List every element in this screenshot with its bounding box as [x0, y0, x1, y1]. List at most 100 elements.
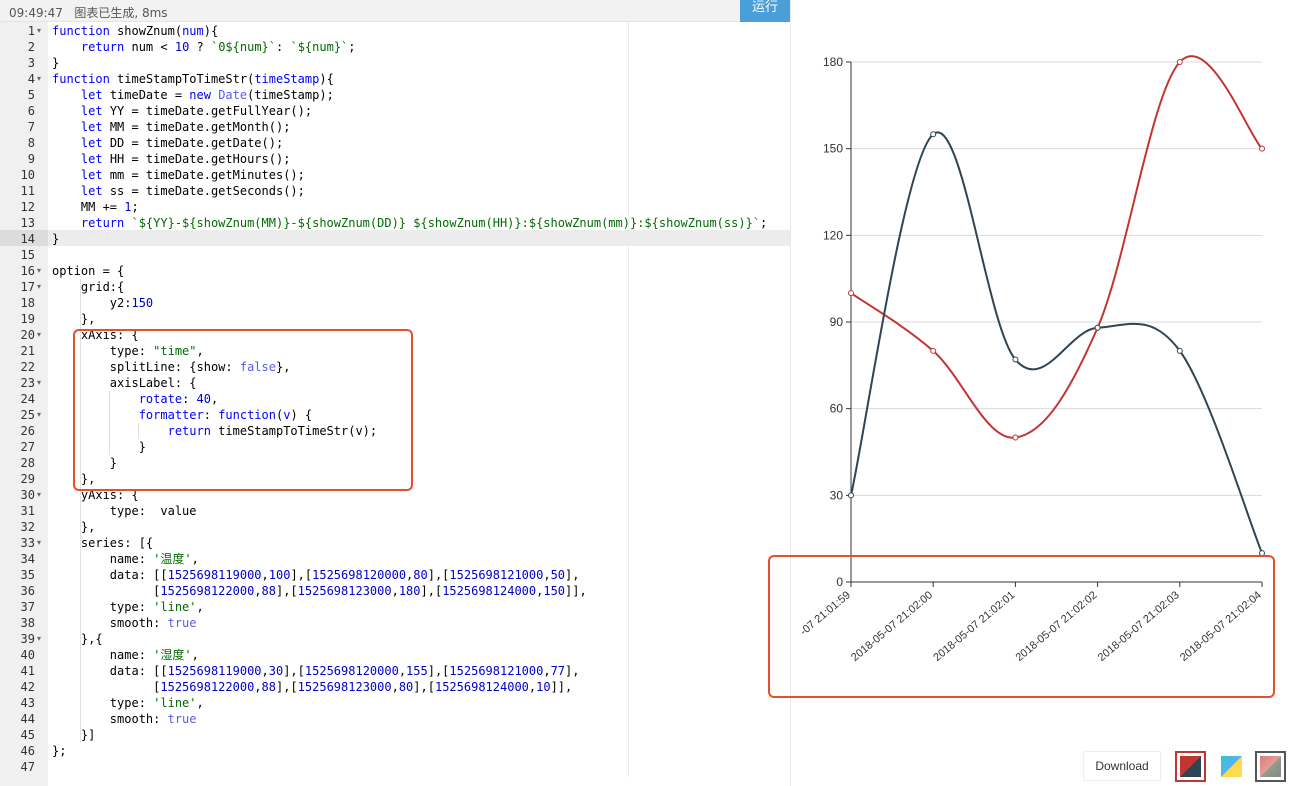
code-text: grid:{: [52, 280, 125, 294]
code-line[interactable]: 14}: [0, 231, 790, 247]
theme-swatch-icon: [1180, 756, 1201, 777]
code-line[interactable]: 19 },: [0, 311, 790, 327]
code-line[interactable]: 26 return timeStampToTimeStr(v);: [0, 423, 790, 439]
fold-arrow-icon[interactable]: ▾: [37, 378, 42, 387]
fold-arrow-icon[interactable]: ▾: [37, 410, 42, 419]
code-line[interactable]: 1 ▾ function showZnum(num){: [0, 23, 790, 39]
code-text: smooth: true: [52, 616, 197, 630]
code-line[interactable]: 4 ▾ function timeStampToTimeStr(timeStamp)…: [0, 71, 790, 87]
fold-arrow-icon[interactable]: ▾: [37, 74, 42, 83]
code-line[interactable]: 39 ▾ },{: [0, 631, 790, 647]
line-number: 39: [20, 632, 35, 646]
indent-guide: [138, 423, 139, 439]
fold-arrow-icon[interactable]: ▾: [37, 330, 42, 339]
code-line[interactable]: 46};: [0, 743, 790, 759]
code-line[interactable]: 8 let DD = timeDate.getDate();: [0, 135, 790, 151]
fold-arrow-icon[interactable]: ▾: [37, 266, 42, 275]
code-line[interactable]: 35 data: [[1525698119000,100],[152569812…: [0, 567, 790, 583]
data-point: [1094, 324, 1101, 331]
code-text: MM += 1;: [52, 200, 139, 214]
code-editor[interactable]: 1 ▾ function showZnum(num){2 return num < …: [0, 22, 790, 786]
line-number: 34: [20, 552, 35, 566]
run-button[interactable]: 运行: [740, 0, 790, 22]
code-line[interactable]: 13 return `${YY}-${showZnum(MM)}-${showZ…: [0, 215, 790, 231]
code-line[interactable]: 2 return num < 10 ? `0${num}`: `${num}`;: [0, 39, 790, 55]
code-line[interactable]: 7 let MM = timeDate.getMonth();: [0, 119, 790, 135]
code-line[interactable]: 18 y2:150: [0, 295, 790, 311]
line-number: 6: [27, 104, 35, 118]
theme-button-blue-yellow[interactable]: [1216, 751, 1247, 782]
x-axis-annotation-box: [768, 555, 1275, 698]
xaxis-code-annotation-box: [73, 329, 413, 491]
code-line[interactable]: 29 },: [0, 471, 790, 487]
code-line[interactable]: 11 let ss = timeDate.getSeconds();: [0, 183, 790, 199]
code-text: }: [52, 232, 60, 246]
code-text: }: [52, 440, 146, 454]
code-line[interactable]: 10 let mm = timeDate.getMinutes();: [0, 167, 790, 183]
code-text: yAxis: {: [52, 488, 139, 502]
code-text: let MM = timeDate.getMonth();: [80, 120, 291, 134]
code-line[interactable]: 21 type: "time",: [0, 343, 790, 359]
fold-arrow-icon[interactable]: ▾: [37, 26, 42, 35]
code-line[interactable]: 44 smooth: true: [0, 711, 790, 727]
code-line[interactable]: 25 ▾ formatter: function(v) {: [0, 407, 790, 423]
line-number: 1: [27, 24, 35, 38]
code-line[interactable]: 3}: [0, 55, 790, 71]
code-line[interactable]: 9 let HH = timeDate.getHours();: [0, 151, 790, 167]
code-line[interactable]: 6 let YY = timeDate.getFullYear();: [0, 103, 790, 119]
code-text: }: [52, 56, 60, 70]
code-line[interactable]: 23 ▾ axisLabel: {: [0, 375, 790, 391]
code-line[interactable]: 31 type: value: [0, 503, 790, 519]
code-text: return num < 10 ? `0${num}`: `${num}`;: [80, 40, 356, 54]
theme-swatch-icon: [1260, 756, 1281, 777]
code-line[interactable]: 16 ▾ option = {: [0, 263, 790, 279]
code-line[interactable]: 27 }: [0, 439, 790, 455]
code-line[interactable]: 37 type: 'line',: [0, 599, 790, 615]
line-number: 7: [27, 120, 35, 134]
code-line[interactable]: 22 splitLine: {show: false},: [0, 359, 790, 375]
code-line[interactable]: 5 let timeDate = new Date(timeStamp);: [0, 87, 790, 103]
line-number: 30: [20, 488, 35, 502]
fold-arrow-icon[interactable]: ▾: [37, 490, 42, 499]
code-line[interactable]: 30 ▾ yAxis: {: [0, 487, 790, 503]
line-number: 41: [20, 664, 35, 678]
code-line[interactable]: 43 type: 'line',: [0, 695, 790, 711]
code-line[interactable]: 36 [1525698122000,88],[1525698123000,180…: [0, 583, 790, 599]
code-line[interactable]: 42 [1525698122000,88],[1525698123000,80]…: [0, 679, 790, 695]
line-number: 15: [20, 248, 35, 262]
code-line[interactable]: 38 smooth: true: [0, 615, 790, 631]
theme-button-grey-pink[interactable]: [1255, 751, 1286, 782]
fold-arrow-icon[interactable]: ▾: [37, 282, 42, 291]
line-number: 44: [20, 712, 35, 726]
code-line[interactable]: 34 name: '温度',: [0, 551, 790, 567]
data-point: [1176, 347, 1183, 354]
data-point: [1012, 356, 1019, 363]
code-text: },: [52, 472, 96, 486]
code-line[interactable]: 28 }: [0, 455, 790, 471]
code-text: smooth: true: [52, 712, 197, 726]
y-tick-label: 90: [830, 315, 844, 329]
code-text: }: [52, 456, 118, 470]
code-line[interactable]: 33 ▾ series: [{: [0, 535, 790, 551]
code-line[interactable]: 12 MM += 1;: [0, 199, 790, 215]
y-tick-label: 150: [823, 142, 843, 156]
data-point: [1012, 434, 1019, 441]
code-line[interactable]: 41 data: [[1525698119000,30],[1525698120…: [0, 663, 790, 679]
code-line[interactable]: 20 ▾ xAxis: {: [0, 327, 790, 343]
line-number: 26: [20, 424, 35, 438]
theme-button-red-dark[interactable]: [1175, 751, 1206, 782]
code-line[interactable]: 24 rotate: 40,: [0, 391, 790, 407]
code-line[interactable]: 45 }]: [0, 727, 790, 743]
code-text: function showZnum(num){: [52, 24, 219, 38]
fold-arrow-icon[interactable]: ▾: [37, 634, 42, 643]
download-button[interactable]: Download: [1083, 751, 1161, 781]
code-line[interactable]: 15: [0, 247, 790, 263]
fold-arrow-icon[interactable]: ▾: [37, 538, 42, 547]
code-text: let DD = timeDate.getDate();: [80, 136, 284, 150]
y-tick-label: 60: [830, 402, 844, 416]
code-line[interactable]: 32 },: [0, 519, 790, 535]
code-line[interactable]: 17 ▾ grid:{: [0, 279, 790, 295]
print-margin: [628, 22, 629, 777]
code-line[interactable]: 40 name: '湿度',: [0, 647, 790, 663]
code-line[interactable]: 47: [0, 759, 790, 775]
